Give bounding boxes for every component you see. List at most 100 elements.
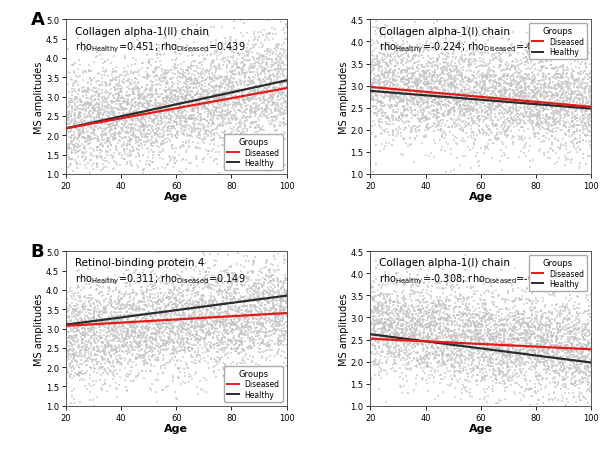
Point [257, 108, 266, 115]
Point [206, 344, 215, 351]
Point [428, 372, 437, 379]
Point [212, 109, 221, 116]
Point [401, 60, 411, 67]
Point [549, 389, 559, 396]
Point [440, 47, 450, 54]
Point [116, 115, 126, 122]
Point [93, 91, 103, 98]
Point [517, 368, 527, 376]
Point [283, 287, 292, 295]
Point [581, 326, 591, 333]
Point [280, 309, 289, 316]
Point [380, 95, 389, 102]
Point [537, 340, 547, 347]
Point [398, 96, 407, 103]
Point [553, 80, 563, 87]
Point [417, 140, 427, 147]
Point [75, 172, 85, 179]
Point [72, 328, 82, 335]
Point [100, 296, 109, 304]
Point [579, 341, 589, 348]
Point [434, 101, 444, 108]
Point [397, 70, 407, 77]
Point [76, 132, 85, 139]
Point [236, 297, 245, 304]
Point [387, 317, 397, 324]
Point [517, 74, 527, 81]
Point [385, 98, 395, 105]
Point [526, 356, 536, 364]
Point [521, 144, 530, 151]
Point [133, 69, 143, 77]
Point [182, 326, 192, 333]
Point [587, 328, 596, 335]
Point [573, 79, 583, 86]
Point [142, 41, 151, 48]
Point [140, 124, 149, 131]
Point [241, 78, 250, 86]
Point [500, 89, 509, 97]
Point [418, 101, 428, 108]
Point [407, 367, 416, 374]
Point [385, 53, 395, 60]
Point [416, 102, 426, 109]
Point [533, 122, 542, 129]
Point [197, 82, 207, 89]
Point [170, 301, 180, 308]
Point [268, 91, 277, 98]
Point [218, 314, 227, 321]
Point [259, 287, 269, 295]
Point [249, 65, 259, 73]
Point [423, 363, 433, 370]
Point [505, 37, 514, 44]
Point [451, 303, 460, 310]
Point [538, 295, 548, 302]
Point [280, 26, 289, 33]
Point [226, 88, 235, 96]
Point [422, 352, 432, 359]
Point [521, 289, 531, 296]
Point [73, 112, 83, 119]
Point [183, 329, 193, 336]
Point [373, 340, 382, 347]
Point [375, 64, 385, 72]
Point [183, 313, 193, 320]
Point [197, 31, 206, 38]
Point [156, 299, 166, 306]
Point [428, 85, 438, 92]
Point [112, 115, 121, 123]
Point [366, 349, 376, 356]
Point [458, 55, 467, 62]
Point [271, 313, 280, 320]
Point [467, 345, 476, 352]
Point [217, 110, 227, 117]
Point [235, 77, 245, 84]
Point [256, 54, 265, 61]
Point [389, 71, 399, 78]
Point [175, 70, 185, 78]
Point [458, 68, 467, 75]
Point [533, 71, 542, 78]
Point [416, 356, 425, 363]
Point [582, 98, 592, 105]
Point [422, 105, 431, 112]
Y-axis label: MS amplitudes: MS amplitudes [339, 293, 349, 365]
Point [512, 87, 521, 95]
Point [484, 330, 494, 337]
Point [443, 329, 453, 336]
Point [69, 137, 79, 144]
Point [578, 354, 587, 361]
Point [78, 128, 88, 135]
Point [167, 103, 176, 110]
Point [259, 341, 269, 348]
Point [499, 114, 509, 121]
Point [521, 375, 531, 382]
Point [370, 336, 380, 343]
Point [67, 147, 77, 154]
Point [563, 339, 573, 346]
Point [198, 323, 208, 330]
Point [258, 321, 268, 328]
Point [215, 83, 224, 91]
Point [220, 103, 230, 110]
Point [455, 291, 464, 298]
